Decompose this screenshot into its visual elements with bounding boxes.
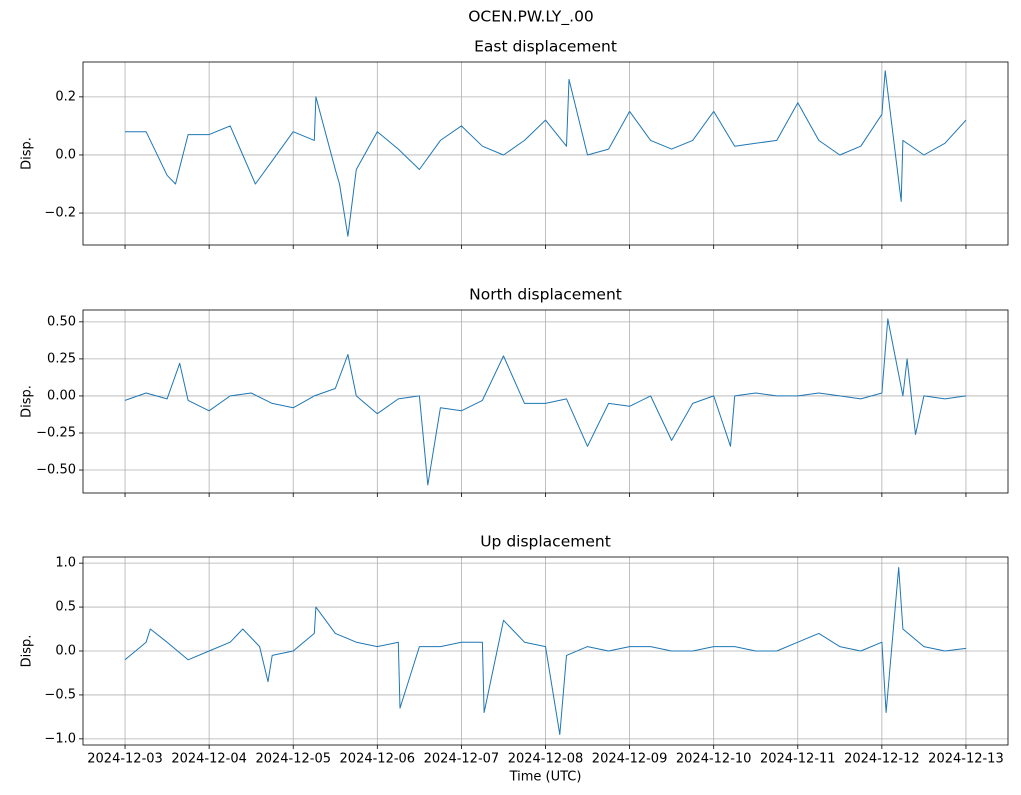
axes-title: Up displacement — [480, 533, 611, 551]
x-tick-label: 2024-12-06 — [340, 752, 416, 767]
data-line — [124, 318, 967, 486]
axes-frame — [82, 556, 1009, 746]
x-tick-label: 2024-12-03 — [87, 752, 163, 767]
y-tick-label: 0.5 — [55, 600, 76, 615]
x-tick-label: 2024-12-08 — [508, 752, 584, 767]
x-axis-label: Time (UTC) — [509, 770, 582, 785]
x-tick-label: 2024-12-04 — [171, 752, 247, 767]
y-tick-label: 0.2 — [55, 89, 76, 104]
x-tick-label: 2024-12-07 — [424, 752, 500, 767]
x-tick-label: 2024-12-11 — [760, 752, 836, 767]
axes-title: North displacement — [469, 286, 622, 304]
y-tick-label: 0.0 — [55, 147, 76, 162]
data-line — [124, 567, 967, 735]
axes-frame — [82, 309, 1009, 494]
y-tick-label: 1.0 — [55, 556, 76, 571]
data-line — [125, 70, 967, 237]
y-axis-label: Disp. — [20, 137, 35, 170]
x-tick-label: 2024-12-12 — [844, 752, 920, 767]
x-tick-label: 2024-12-10 — [676, 752, 752, 767]
y-tick-label: −0.25 — [36, 425, 76, 440]
axes-title: East displacement — [474, 38, 617, 56]
x-tick-label: 2024-12-13 — [928, 752, 1004, 767]
y-tick-label: −0.50 — [36, 463, 76, 478]
y-tick-label: 0.50 — [47, 314, 76, 329]
y-tick-label: 0.25 — [47, 351, 76, 366]
x-tick-label: 2024-12-09 — [592, 752, 668, 767]
x-tick-label: 2024-12-05 — [255, 752, 331, 767]
y-tick-label: −0.2 — [44, 206, 76, 221]
y-axis-label: Disp. — [20, 385, 35, 418]
y-tick-label: −0.5 — [44, 687, 76, 702]
y-axis-label: Disp. — [20, 635, 35, 668]
y-tick-label: 0.0 — [55, 644, 76, 659]
y-tick-label: 0.00 — [47, 388, 76, 403]
figure-title: OCEN.PW.LY_.00 — [468, 8, 594, 27]
axes-frame — [82, 61, 1009, 246]
y-tick-label: −1.0 — [44, 731, 76, 746]
